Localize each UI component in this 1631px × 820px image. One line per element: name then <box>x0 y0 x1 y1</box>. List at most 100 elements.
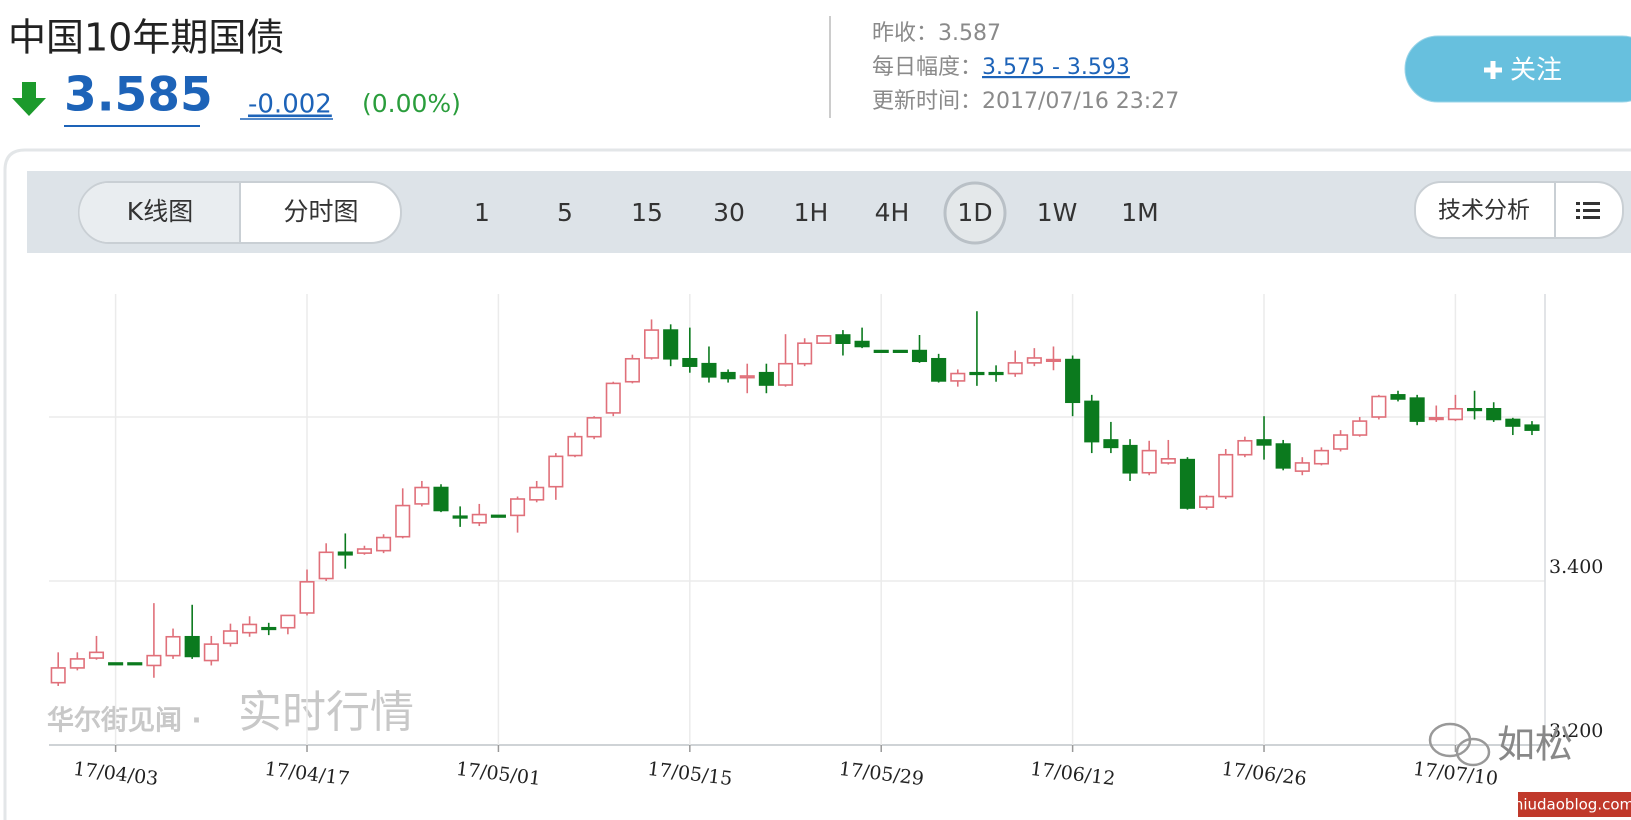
candle <box>969 311 985 386</box>
candle-body <box>605 382 621 414</box>
candle <box>452 506 468 527</box>
watermark-source: 华尔街见闻 · <box>47 705 202 737</box>
candle <box>203 635 219 666</box>
last-price: 3.585 <box>64 68 213 123</box>
candle-body <box>643 329 660 359</box>
candle <box>1467 390 1483 420</box>
menu-icon <box>1576 202 1580 205</box>
candle <box>146 603 162 678</box>
prev-close-label: 昨收： <box>872 21 938 46</box>
price-change[interactable]: -0.002 <box>248 90 332 120</box>
candle-body <box>1524 424 1540 431</box>
candle-body <box>624 357 640 383</box>
interval-option[interactable]: 1D <box>957 198 992 227</box>
follow-button-bg <box>1404 35 1631 103</box>
candle <box>548 453 564 500</box>
candle-body <box>337 551 353 556</box>
candle <box>682 327 698 373</box>
candle-body <box>950 372 966 382</box>
candle <box>797 338 813 367</box>
interval-option[interactable]: 15 <box>631 198 663 227</box>
chart-tab[interactable]: 分时图 <box>283 197 358 226</box>
interval-option[interactable]: 1W <box>1037 198 1078 227</box>
candle <box>835 330 851 356</box>
candle <box>720 369 736 383</box>
candle <box>50 652 66 686</box>
candle-body <box>1294 462 1310 472</box>
candle <box>1524 421 1540 436</box>
candle-body <box>1179 458 1196 509</box>
candle-body <box>663 329 679 360</box>
daily-range[interactable]: 3.575 - 3.593 <box>982 55 1130 80</box>
candle-body <box>1045 358 1062 363</box>
candle-body <box>108 662 124 666</box>
candle <box>1256 416 1272 460</box>
updated-time: 2017/07/16 23:27 <box>982 89 1179 114</box>
candle <box>624 354 640 384</box>
candle <box>1486 402 1502 422</box>
candle <box>184 604 200 659</box>
y-tick-label: 3.200 <box>1549 720 1603 742</box>
candle-body <box>490 514 506 518</box>
candle <box>108 662 124 666</box>
candle-body <box>1103 439 1119 449</box>
candle-body <box>586 417 602 438</box>
menu-button[interactable] <box>1576 202 1600 219</box>
candle-body <box>548 455 564 488</box>
candle-body <box>777 362 794 386</box>
candle-body <box>376 536 392 552</box>
candle-body <box>1122 444 1138 474</box>
follow-button[interactable]: 关注 <box>1404 35 1631 103</box>
x-tick-label: 17/05/29 <box>838 758 925 790</box>
candle <box>567 432 583 458</box>
interval-option[interactable]: 5 <box>557 198 573 227</box>
watermark-caption: 实时行情 <box>238 687 414 738</box>
candle-body <box>529 486 545 501</box>
candle <box>490 514 506 518</box>
candle <box>299 569 315 616</box>
analysis-button[interactable]: 技术分析 <box>1438 198 1530 224</box>
candle <box>433 484 449 513</box>
candle <box>950 369 966 387</box>
candle <box>931 353 947 383</box>
range-label: 每日幅度： <box>872 55 982 80</box>
candle <box>1103 421 1119 454</box>
candle-body <box>1256 439 1272 446</box>
candle-body <box>1428 417 1444 421</box>
candle <box>1065 355 1081 417</box>
candle <box>1179 457 1196 510</box>
candle <box>1160 439 1176 465</box>
candle <box>242 616 258 637</box>
candle <box>356 545 372 555</box>
candle <box>88 635 105 660</box>
candle <box>643 319 660 360</box>
candle-body <box>510 498 526 517</box>
candle <box>586 416 602 440</box>
interval-option[interactable]: 1H <box>794 198 829 227</box>
interval-option[interactable]: 1M <box>1121 198 1158 227</box>
updated-label: 更新时间： <box>872 89 982 114</box>
candle-body <box>988 371 1004 376</box>
candle <box>1428 405 1444 422</box>
candle-body <box>1218 453 1234 498</box>
candle-body <box>280 614 296 629</box>
interval-option[interactable]: 4H <box>875 198 910 227</box>
candle-body <box>471 513 487 524</box>
wechat-icon <box>1428 722 1491 767</box>
interval-option[interactable]: 30 <box>713 198 745 227</box>
candle <box>337 533 353 569</box>
interval-option[interactable]: 1 <box>474 198 490 227</box>
candle <box>1084 394 1100 454</box>
candle <box>1218 448 1234 499</box>
candle <box>605 381 621 417</box>
candle <box>69 652 85 671</box>
analysis-group <box>1414 181 1624 239</box>
chart-tab[interactable]: K线图 <box>127 197 193 226</box>
candle-body <box>1486 407 1502 421</box>
candle-body <box>1007 362 1023 375</box>
candle <box>222 623 239 647</box>
candle <box>1007 350 1023 377</box>
x-tick-label: 17/07/10 <box>1412 758 1499 790</box>
prev-close: 3.587 <box>938 21 1001 46</box>
candle <box>739 363 755 394</box>
